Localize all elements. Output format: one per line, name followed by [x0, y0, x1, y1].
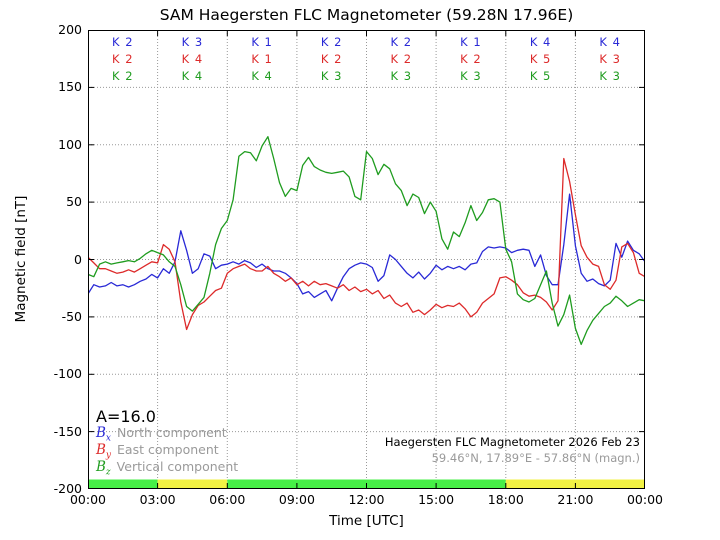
- x-tick-label: 12:00: [348, 492, 385, 507]
- k-index-cell: K 2: [112, 52, 134, 66]
- x-tick-label: 09:00: [278, 492, 315, 507]
- k-index-cell: K 2: [320, 52, 343, 66]
- y-tick-label: -150: [53, 423, 82, 439]
- k-index-cell: K 4: [599, 35, 621, 49]
- k-index-cell: K 3: [390, 69, 413, 83]
- k-index-cell: K 4: [181, 52, 204, 66]
- x-tick-label: 00:00: [626, 492, 664, 507]
- k-index-cell: K 1: [251, 35, 273, 49]
- k-index-cell: K 3: [599, 52, 621, 66]
- y-tick-label: -200: [53, 481, 82, 496]
- legend-item-bz: Bz Vertical component: [96, 459, 239, 478]
- legend-item-by: By East component: [96, 442, 238, 461]
- station-annotation: Haegersten FLC Magnetometer 2026 Feb 23 …: [385, 434, 640, 466]
- legend-label: East component: [117, 442, 219, 457]
- activity-bar-segment: [157, 479, 228, 489]
- k-index-cell: K 2: [390, 35, 413, 49]
- k-index-cell: K 1: [251, 52, 273, 66]
- y-tick-label: 100: [58, 136, 82, 152]
- legend: Bx North component By East component Bz Ver…: [96, 425, 239, 478]
- station-date-line: Haegersten FLC Magnetometer 2026 Feb 23: [384, 435, 640, 449]
- y-tick-label: 200: [58, 22, 82, 37]
- bx-symbol: Bx: [96, 425, 111, 444]
- y-tick-label: -100: [53, 366, 82, 382]
- y-axis-label: Magnetic field [nT]: [13, 195, 29, 323]
- x-axis-label: Time [UTC]: [329, 513, 404, 529]
- plot-area: K 2 K 3 K 1 K 2 K 2 K 1 K 4 K 4 K 2 K 4 K 1 K 2 K 2 K…: [88, 30, 645, 489]
- series-bz: [88, 136, 645, 346]
- k-index-cell: K 3: [181, 35, 204, 49]
- k-index-cell: K 3: [599, 69, 621, 83]
- x-tick-label: 15:00: [418, 492, 455, 507]
- x-tick-label: 03:00: [139, 492, 176, 507]
- series-bx: [88, 193, 645, 302]
- k-index-cell: K 5: [529, 69, 552, 83]
- y-tick-label: -50: [61, 308, 82, 324]
- k-index-cell: K 4: [181, 69, 204, 83]
- x-tick-label: 00:00: [69, 492, 107, 507]
- k-index-cell: K 5: [529, 52, 552, 66]
- k-index-cell: K 1: [460, 35, 482, 49]
- a-index-label: A=16.0: [96, 407, 156, 426]
- bz-symbol: Bz: [96, 459, 111, 478]
- plot-frame: [88, 30, 645, 489]
- k-index-cell: K 2: [390, 52, 413, 66]
- legend-item-bx: Bx North component: [96, 425, 238, 444]
- k-index-cell: K 2: [320, 35, 343, 49]
- activity-bar-segment: [88, 479, 158, 489]
- y-tick-label: 50: [66, 194, 82, 210]
- plot-title: SAM Haegersten FLC Magnetometer (59.28N …: [159, 6, 574, 24]
- k-index-cell: K 2: [460, 52, 482, 66]
- k-index-cell: K 3: [320, 69, 343, 83]
- x-tick-label: 21:00: [557, 492, 594, 507]
- legend-label: Vertical component: [116, 459, 239, 474]
- y-tick-label: 150: [58, 79, 82, 95]
- k-index-cell: K 3: [460, 69, 482, 83]
- series-by: [88, 157, 645, 331]
- x-tick-label: 06:00: [209, 492, 246, 507]
- station-coords-line: 59.46°N, 17.89°E - 57.86°N (magn.): [431, 451, 640, 465]
- x-tick-label: 18:00: [487, 492, 524, 507]
- k-index-cell: K 4: [251, 69, 273, 83]
- k-index-cell: K 2: [112, 35, 134, 49]
- by-symbol: By: [96, 442, 112, 461]
- k-index-cell: K 2: [112, 69, 134, 83]
- legend-label: North component: [117, 425, 227, 440]
- k-index-cell: K 4: [529, 35, 552, 49]
- chart-canvas: [88, 30, 645, 489]
- y-tick-label: 0: [74, 251, 82, 267]
